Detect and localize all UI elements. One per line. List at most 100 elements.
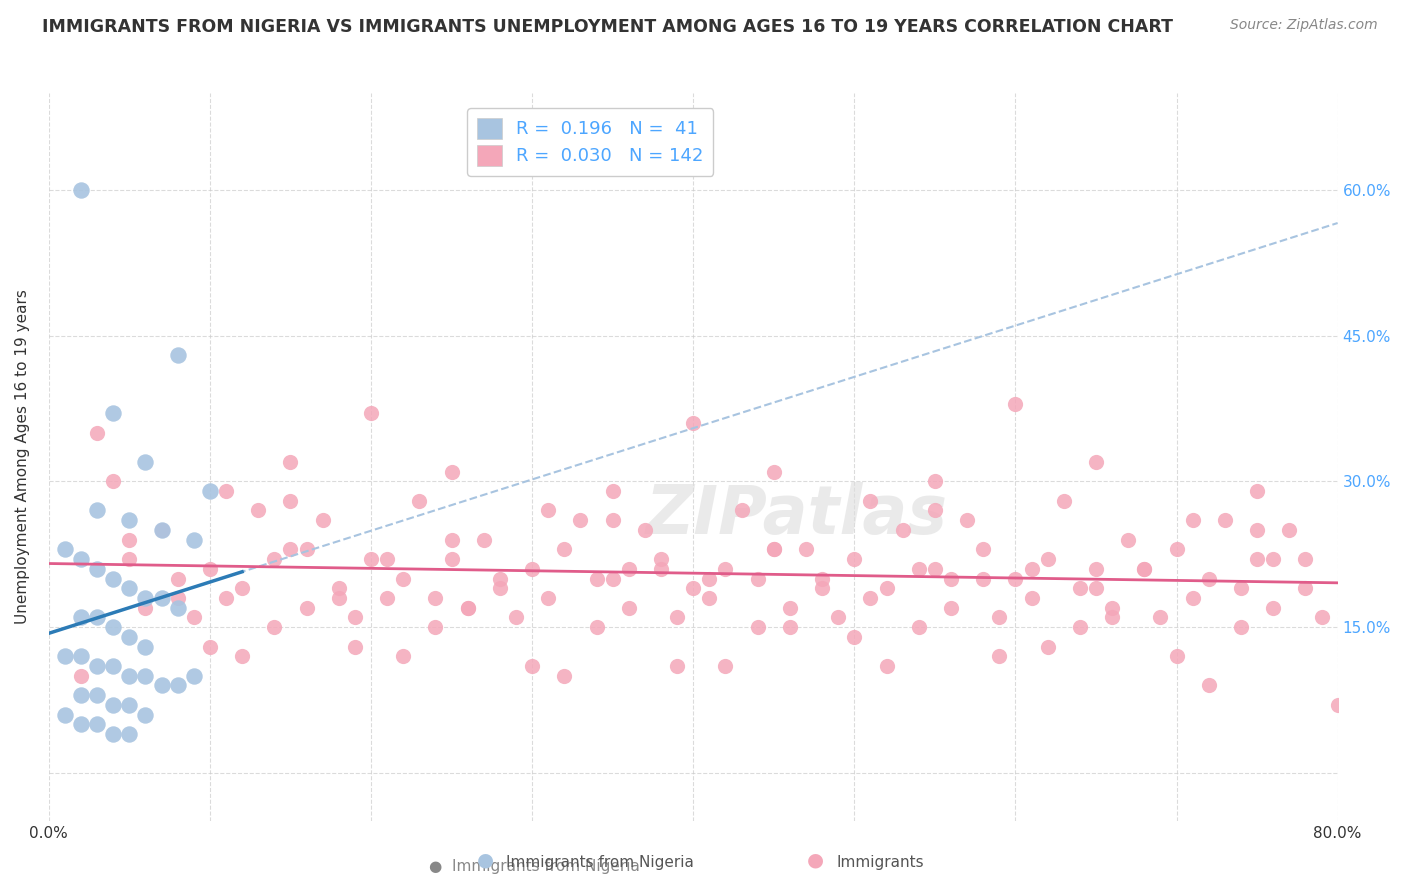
Point bbox=[392, 572, 415, 586]
Point bbox=[118, 727, 141, 741]
Point bbox=[198, 640, 221, 654]
Point bbox=[103, 475, 125, 489]
Point bbox=[907, 620, 929, 634]
Point bbox=[263, 620, 285, 634]
Point bbox=[617, 562, 640, 576]
Point bbox=[118, 552, 141, 566]
Point bbox=[939, 572, 962, 586]
Point bbox=[53, 649, 76, 664]
Point bbox=[166, 600, 188, 615]
Point bbox=[280, 455, 302, 469]
Point bbox=[118, 533, 141, 547]
Point bbox=[697, 572, 720, 586]
Point bbox=[585, 620, 607, 634]
Point bbox=[166, 348, 188, 362]
Point bbox=[537, 591, 560, 605]
Point bbox=[697, 591, 720, 605]
Point bbox=[714, 562, 737, 576]
Point bbox=[425, 591, 447, 605]
Point bbox=[617, 600, 640, 615]
Text: ●: ● bbox=[477, 851, 494, 870]
Point bbox=[907, 562, 929, 576]
Point bbox=[988, 649, 1011, 664]
Point bbox=[1084, 562, 1107, 576]
Point bbox=[1149, 610, 1171, 624]
Point bbox=[779, 620, 801, 634]
Point bbox=[440, 552, 463, 566]
Point bbox=[1133, 562, 1156, 576]
Point bbox=[295, 542, 318, 557]
Point bbox=[53, 707, 76, 722]
Point bbox=[86, 503, 108, 517]
Point bbox=[666, 610, 689, 624]
Point bbox=[166, 678, 188, 692]
Point bbox=[876, 659, 898, 673]
Text: Immigrants from Nigeria: Immigrants from Nigeria bbox=[506, 855, 695, 870]
Point bbox=[103, 698, 125, 712]
Point bbox=[602, 483, 624, 498]
Point bbox=[103, 406, 125, 420]
Point bbox=[457, 600, 479, 615]
Point bbox=[343, 610, 366, 624]
Point bbox=[118, 513, 141, 527]
Point bbox=[392, 649, 415, 664]
Point bbox=[134, 707, 156, 722]
Point bbox=[375, 552, 398, 566]
Text: ZIPatlas: ZIPatlas bbox=[645, 483, 948, 549]
Point bbox=[1326, 698, 1348, 712]
Point bbox=[1263, 552, 1285, 566]
Point bbox=[103, 572, 125, 586]
Point bbox=[489, 581, 512, 595]
Point bbox=[86, 717, 108, 731]
Point bbox=[70, 552, 93, 566]
Point bbox=[134, 455, 156, 469]
Point bbox=[215, 591, 238, 605]
Point bbox=[924, 475, 946, 489]
Point bbox=[150, 523, 173, 537]
Point bbox=[70, 717, 93, 731]
Point bbox=[311, 513, 333, 527]
Point bbox=[1294, 552, 1316, 566]
Point bbox=[183, 610, 205, 624]
Point bbox=[569, 513, 592, 527]
Point bbox=[1084, 581, 1107, 595]
Point bbox=[166, 572, 188, 586]
Point bbox=[1391, 562, 1406, 576]
Point bbox=[134, 668, 156, 682]
Point bbox=[150, 591, 173, 605]
Point bbox=[1133, 562, 1156, 576]
Point bbox=[70, 610, 93, 624]
Point bbox=[1294, 581, 1316, 595]
Point bbox=[553, 542, 575, 557]
Point bbox=[924, 562, 946, 576]
Point bbox=[827, 610, 849, 624]
Point bbox=[1084, 455, 1107, 469]
Legend: R =  0.196   N =  41, R =  0.030   N = 142: R = 0.196 N = 41, R = 0.030 N = 142 bbox=[467, 108, 713, 176]
Point bbox=[103, 659, 125, 673]
Point bbox=[1310, 610, 1333, 624]
Point bbox=[1263, 600, 1285, 615]
Point bbox=[859, 493, 882, 508]
Point bbox=[1181, 513, 1204, 527]
Point bbox=[682, 416, 704, 430]
Point bbox=[280, 493, 302, 508]
Text: Immigrants: Immigrants bbox=[837, 855, 924, 870]
Point bbox=[602, 513, 624, 527]
Point bbox=[1230, 581, 1253, 595]
Point bbox=[1021, 591, 1043, 605]
Point bbox=[505, 610, 527, 624]
Point bbox=[537, 503, 560, 517]
Point bbox=[280, 542, 302, 557]
Point bbox=[328, 591, 350, 605]
Point bbox=[520, 659, 543, 673]
Point bbox=[231, 581, 253, 595]
Point bbox=[86, 610, 108, 624]
Point bbox=[247, 503, 270, 517]
Text: ●  Immigrants from Nigeria: ● Immigrants from Nigeria bbox=[429, 859, 640, 874]
Point bbox=[794, 542, 817, 557]
Point bbox=[714, 659, 737, 673]
Point bbox=[134, 591, 156, 605]
Point bbox=[747, 620, 769, 634]
Point bbox=[53, 542, 76, 557]
Point bbox=[1246, 523, 1268, 537]
